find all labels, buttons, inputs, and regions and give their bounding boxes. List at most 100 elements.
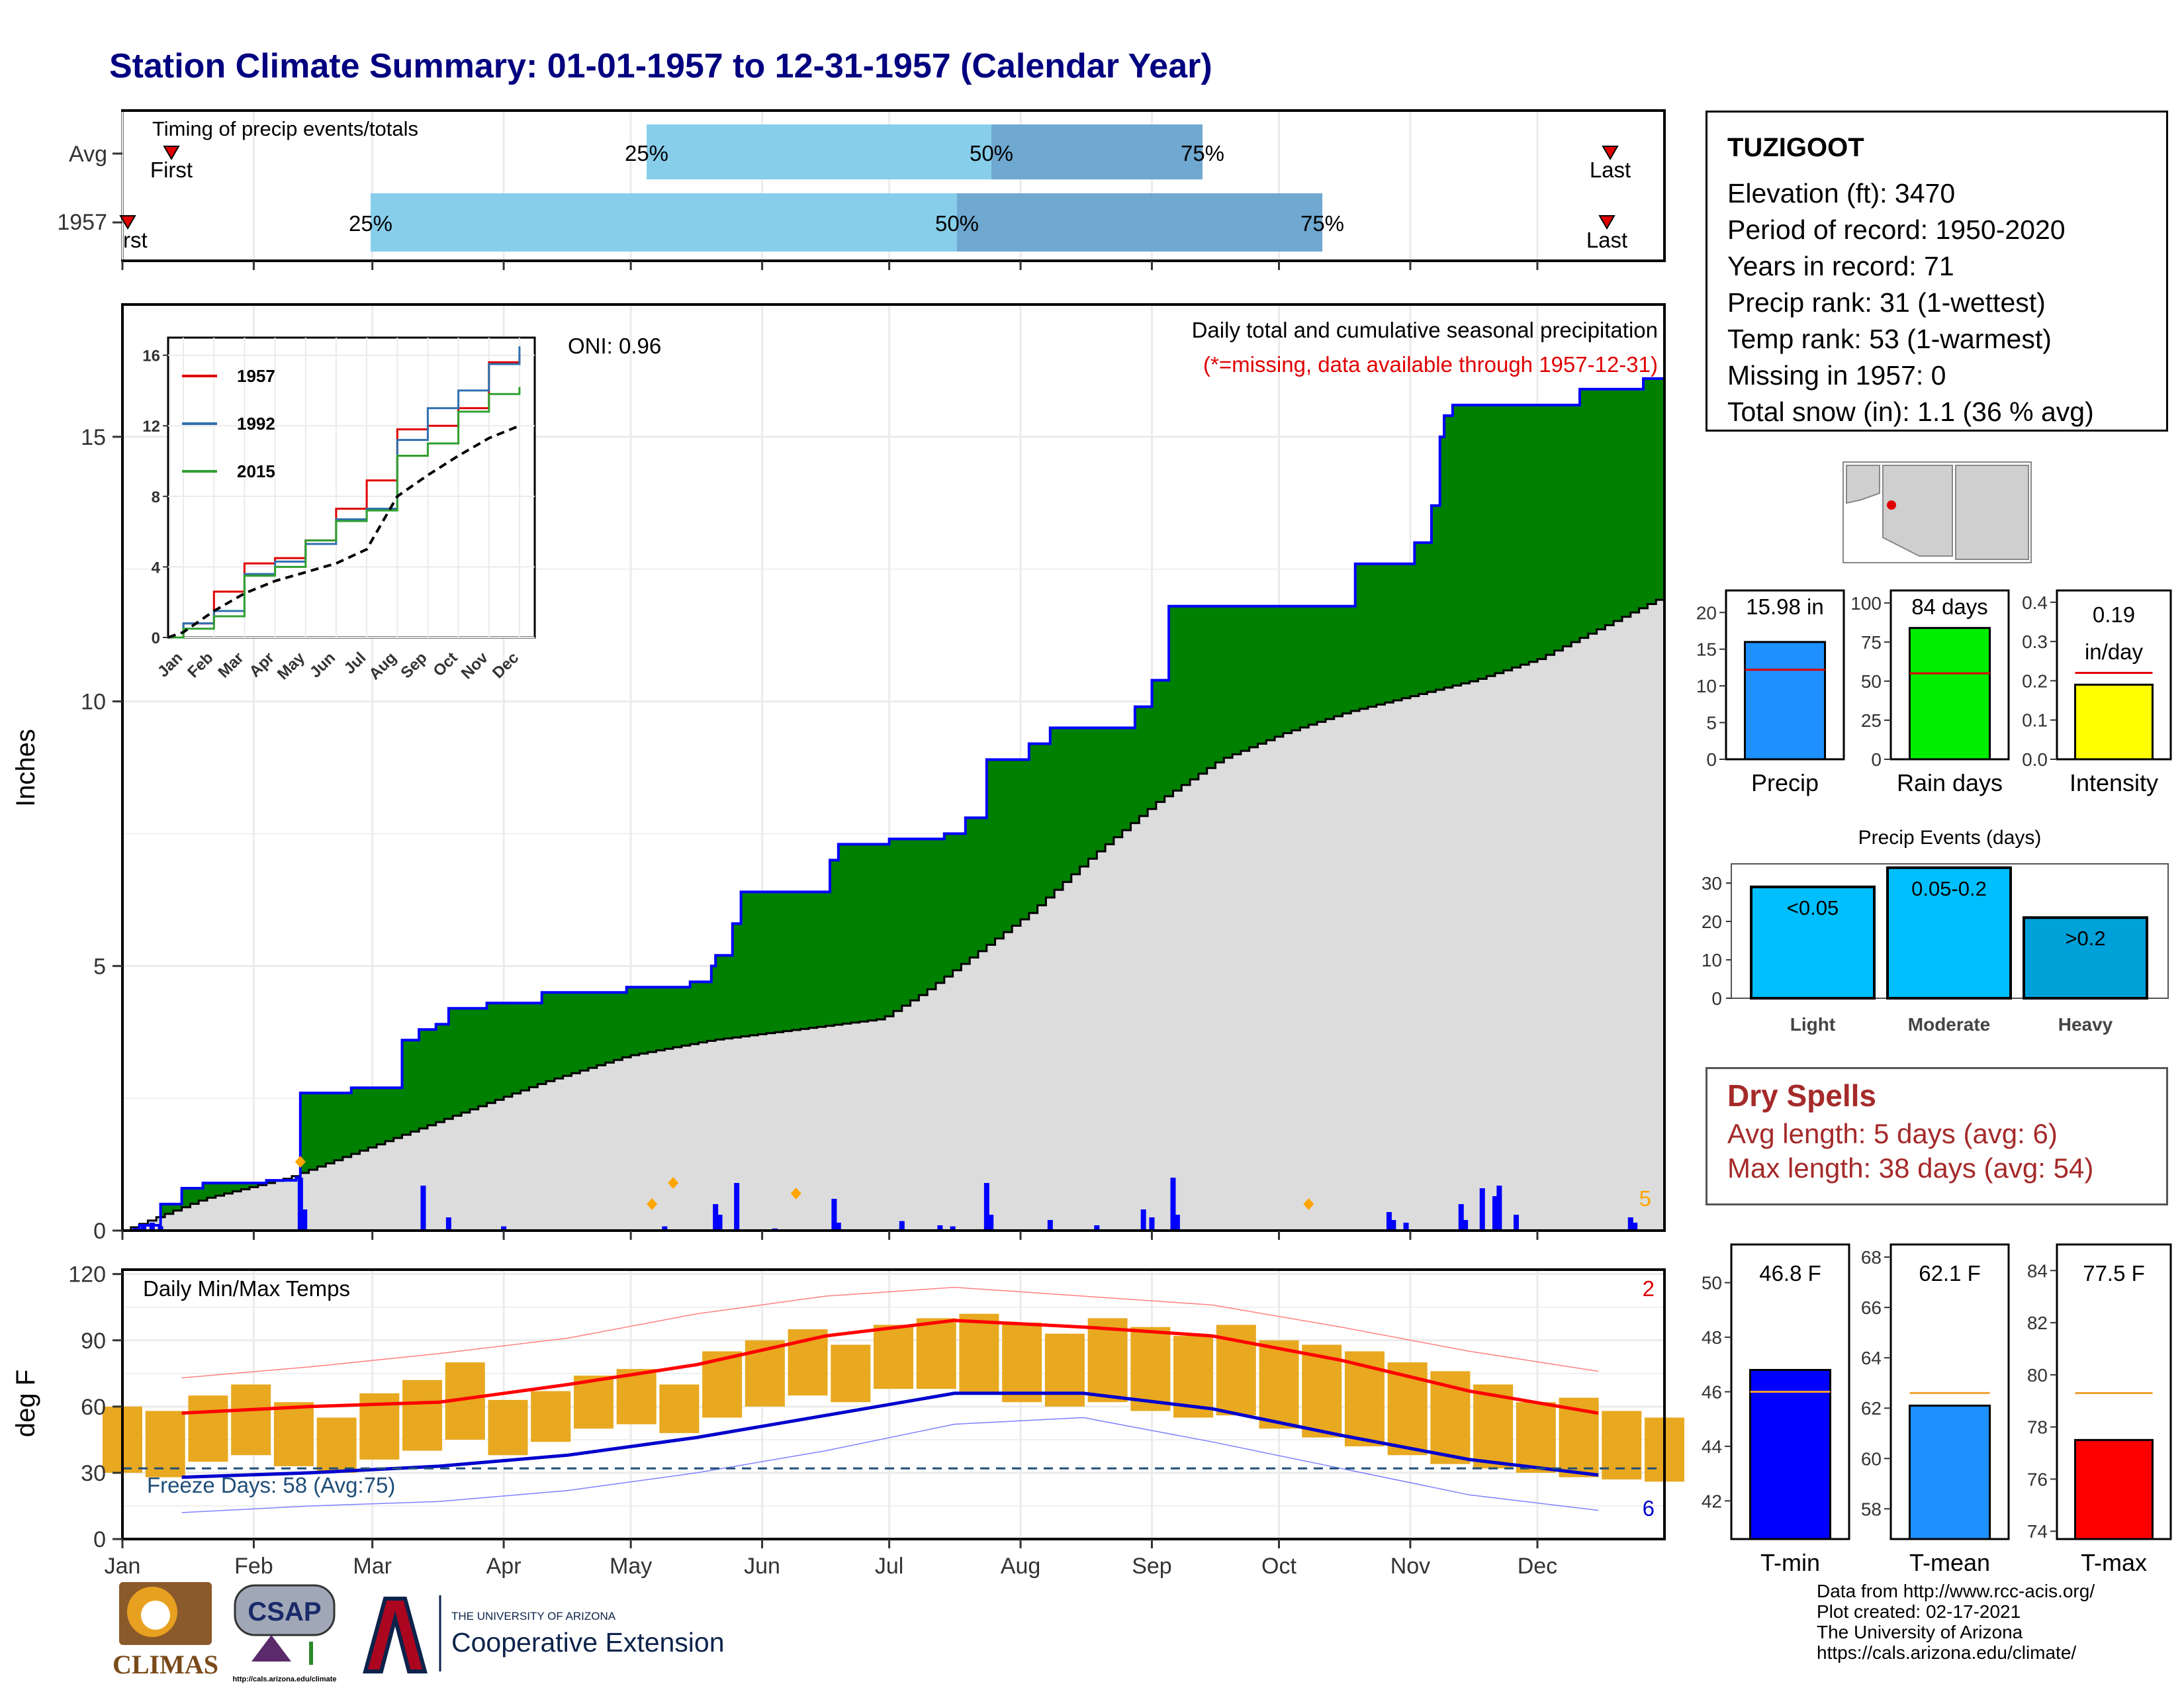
precip-y-tick-label: 0 [93,1219,106,1244]
tmax-y-tick-label: 78 [2027,1417,2048,1438]
average-cumulative-area [122,595,1664,1231]
daily-temp-bar [1044,1333,1085,1407]
ua-logo-mark [363,1597,428,1673]
temp-panel: 0 30 60 90 120 Jan Feb Mar Apr May Jun Jul Aug Sep Oct… [11,1262,1684,1579]
precip-bar [1743,641,1827,761]
tmean-y-tick-label: 64 [1861,1348,1882,1368]
events-y-tick-label: 10 [1702,950,1722,970]
daily-precip-bar [1094,1225,1100,1231]
timing-avg-bar-early [647,124,991,179]
tmean-y-tick-label: 60 [1861,1448,1882,1469]
rain-days-bar [1908,627,1991,761]
dry-spells-avg: Avg length: 5 days (avg: 6) [1727,1118,2058,1149]
tmin-bar [1749,1369,1832,1540]
daily-temp-bar [273,1402,314,1466]
logos: CLIMAS CSAP http://cals.arizona.edu/climat… [113,1582,725,1683]
timing-avg-bar-late [991,124,1203,179]
timing-year-50: 50% [935,211,979,236]
tmean-y-tick-label: 58 [1861,1499,1882,1519]
precip-heading: Daily total and cumulative seasonal prec… [1192,318,1658,342]
map-state [1846,465,1880,504]
daily-temp-bar [402,1380,443,1451]
temp-y-tick-label: 90 [81,1329,106,1354]
tmean-y-tick-label: 62 [1861,1398,1882,1419]
tmin-y-tick-label: 42 [1702,1491,1722,1511]
daily-precip-bar [1140,1209,1146,1231]
temp-month-label: Jul [875,1554,903,1579]
inset-y-tick-label: 16 [142,348,160,365]
temp-month-label: Sep [1132,1554,1172,1579]
station-name: TUZIGOOT [1727,133,1864,162]
daily-precip-bar [1632,1223,1638,1231]
daily-precip-bar [983,1183,989,1231]
daily-temp-bar [916,1318,956,1389]
daily-temp-bar [145,1411,185,1477]
temp-y-tick-label: 120 [68,1262,106,1288]
precip-marker [1303,1198,1314,1211]
tmax-y-tick-label: 82 [2027,1313,2048,1333]
daily-temp-bar [959,1313,999,1393]
precip-label: Precip [1751,769,1819,796]
temp-month-label: Mar [353,1554,392,1579]
station-info-box: TUZIGOOT Elevation (ft): 3470 Period of … [1706,111,2168,432]
inset-y-tick-label: 4 [152,559,161,577]
timing-year-25: 25% [349,211,392,236]
daily-precip-bar [1047,1220,1053,1231]
tmax-y-tick-label: 84 [2027,1260,2048,1281]
freeze-days-label: Freeze Days: 58 (Avg:75) [147,1473,395,1497]
temp-month-label: Aug [1001,1554,1041,1579]
rain-days-y-tick-label: 50 [1861,671,1882,692]
daily-precip-bar [1149,1217,1155,1231]
tmean-value: 62.1 F [1919,1261,1981,1286]
daily-temp-bar [831,1344,871,1403]
climas-logo-text: CLIMAS [113,1650,218,1679]
inset-y-tick-label: 8 [152,489,160,506]
daily-precip-bar [1386,1212,1392,1231]
timing-panel: Timing of precip events/totals 25% 50% 75% 2… [57,109,1666,270]
timing-avg-first-label: First [150,158,193,182]
precip-frame [121,303,1666,1232]
events-title: Precip Events (days) [1858,827,2042,849]
station-line: Missing in 1957: 0 [1727,360,1946,391]
precip-y-tick-label: 0 [1706,749,1717,770]
precip-y-tick-label: 15 [1696,639,1717,660]
dry-spells-box: Dry Spells Avg length: 5 days (avg: 6) M… [1706,1067,2168,1205]
daily-temp-bar [1516,1402,1556,1473]
daily-precip-bar [713,1204,719,1231]
temp-summary-bars: 42 44 46 48 50 46.8 F T-min 58 60 62 64 66 68 62.1 F T… [1702,1243,2172,1576]
inset-average-line [167,424,520,639]
credit-line: The University of Arizona [1817,1622,2023,1642]
normal-max-line [181,1319,1599,1415]
daily-precip-bar [149,1223,155,1231]
map-arizona [1882,465,1953,557]
daily-precip-bar [662,1226,668,1231]
station-line: Total snow (in): 1.1 (36 % avg) [1727,397,2094,427]
events-bar-label: Heavy [2058,1014,2113,1035]
precip-y-tick-label: 10 [1696,676,1717,696]
temp-month-label: Oct [1261,1554,1297,1579]
timing-year-last-label: Last [1586,228,1627,252]
daily-precip-bar [1390,1220,1396,1231]
inset-series-line [168,387,521,639]
daily-precip-bar [501,1226,507,1231]
inset-y-tick-label: 12 [142,418,160,436]
precip-y-tick-label: 5 [1706,713,1717,733]
temp-heading: Daily Min/Max Temps [143,1276,350,1301]
daily-temp-bar [488,1399,528,1456]
daily-temp-bar [659,1384,700,1433]
rain-days-y-tick-label: 0 [1871,749,1882,770]
dry-spells-title: Dry Spells [1727,1078,1876,1113]
intensity-y-tick-label: 0.0 [2022,749,2048,770]
events-y-tick-label: 30 [1702,873,1722,894]
timing-avg-first-marker [163,146,180,160]
temp-count-max: 2 [1643,1276,1655,1301]
daily-temp-bar [1130,1327,1171,1411]
temp-month-label: Apr [486,1554,522,1579]
timing-year-first-label: rst [123,228,148,252]
map-state [1955,465,2029,560]
tmin-y-tick-label: 48 [1702,1327,1722,1348]
credit-line: https://cals.arizona.edu/climate/ [1817,1642,2077,1663]
timing-year-last-marker [1598,215,1615,230]
daily-temp-bar [1259,1340,1299,1429]
